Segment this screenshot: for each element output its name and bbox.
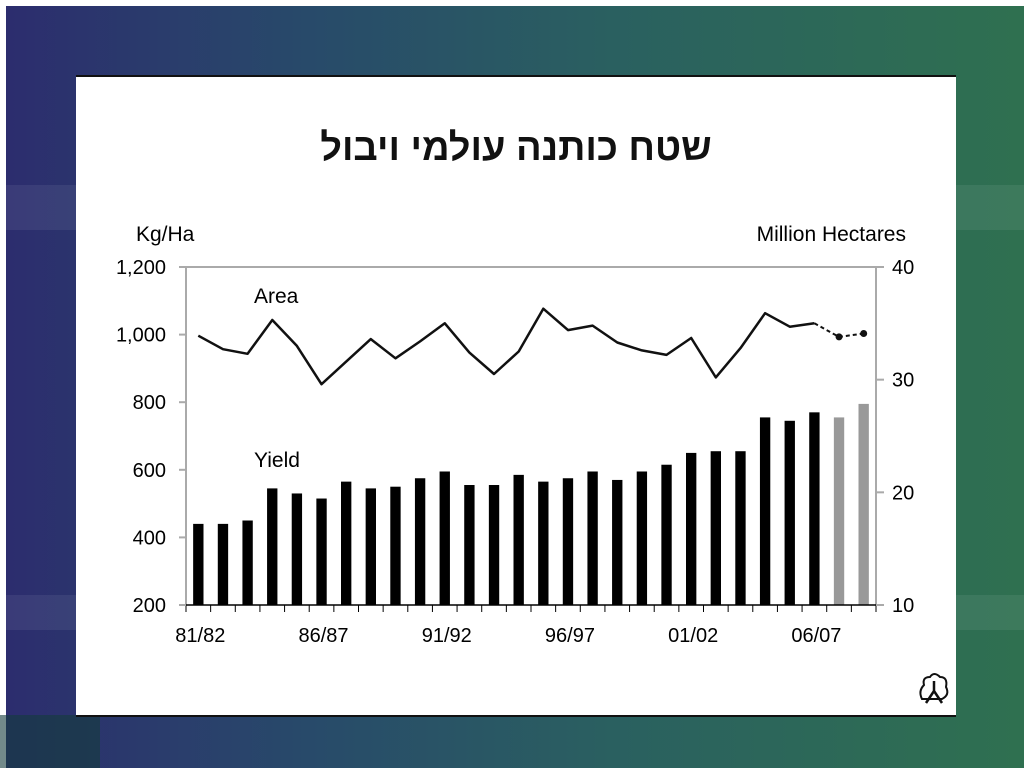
yield-bar <box>710 451 721 605</box>
yield-bar <box>636 471 648 605</box>
x-tick-label: 91/92 <box>422 625 472 647</box>
yield-bar <box>587 471 598 605</box>
yield-bar <box>390 486 401 605</box>
yield-bar <box>267 488 278 605</box>
left-tick-label: 600 <box>133 460 166 482</box>
left-axis-label: Kg/Ha <box>136 223 195 246</box>
yield-bar <box>735 451 746 605</box>
yield-bar <box>291 493 303 605</box>
yield-bar <box>414 478 426 605</box>
area-line <box>197 307 815 386</box>
yield-bar <box>784 420 795 605</box>
background-shadow <box>0 715 100 768</box>
slide-card: שטח כותנה עולמי ויבול Kg/Ha Million Hect… <box>76 75 956 717</box>
right-tick-label: 20 <box>892 482 914 504</box>
yield-bar <box>242 520 253 605</box>
yield-bar <box>464 485 475 605</box>
x-tick-label: 96/97 <box>545 625 595 647</box>
yield-bar <box>661 464 672 605</box>
cotton-chart: Kg/Ha Million Hectares Area Yield 81/82 8… <box>116 223 914 647</box>
x-tick-label: 06/07 <box>791 625 841 647</box>
x-tick-label: 81/82 <box>175 625 225 647</box>
yield-bar <box>513 474 524 605</box>
yield-bar <box>538 481 549 605</box>
cotton-boll-icon <box>919 673 949 704</box>
left-tick-label: 400 <box>133 527 166 549</box>
yield-bar <box>686 452 697 605</box>
left-tick-label: 200 <box>133 595 166 617</box>
right-tick-label: 30 <box>892 370 914 392</box>
yield-bar <box>341 481 352 605</box>
right-tick-label: 10 <box>892 595 914 617</box>
top-border <box>0 0 1024 6</box>
right-axis-label: Million Hectares <box>757 223 906 246</box>
slide-title: שטח כותנה עולמי ויבול <box>320 127 712 169</box>
yield-bar <box>833 417 845 605</box>
yield-bar <box>316 498 327 605</box>
area-projected-point <box>860 329 868 337</box>
yield-bar <box>439 471 450 605</box>
left-tick-label: 1,000 <box>116 325 166 347</box>
left-tick-label: 800 <box>133 392 166 414</box>
yield-bar <box>759 417 771 605</box>
yield-bar <box>809 412 820 605</box>
yield-bar <box>193 523 204 605</box>
area-series-label: Area <box>254 285 299 308</box>
left-border <box>0 0 6 768</box>
yield-bar <box>217 523 229 605</box>
left-tick-label: 1,200 <box>116 257 166 279</box>
right-tick-label: 40 <box>892 257 914 279</box>
yield-bar <box>488 485 500 605</box>
yield-bar <box>612 479 623 605</box>
yield-series-label: Yield <box>254 449 300 472</box>
yield-bar <box>365 488 376 605</box>
x-tick-label: 86/87 <box>299 625 349 647</box>
yield-bar <box>562 478 574 605</box>
x-tick-label: 01/02 <box>668 625 718 647</box>
yield-bar <box>858 403 869 605</box>
area-projected-point <box>835 333 843 341</box>
